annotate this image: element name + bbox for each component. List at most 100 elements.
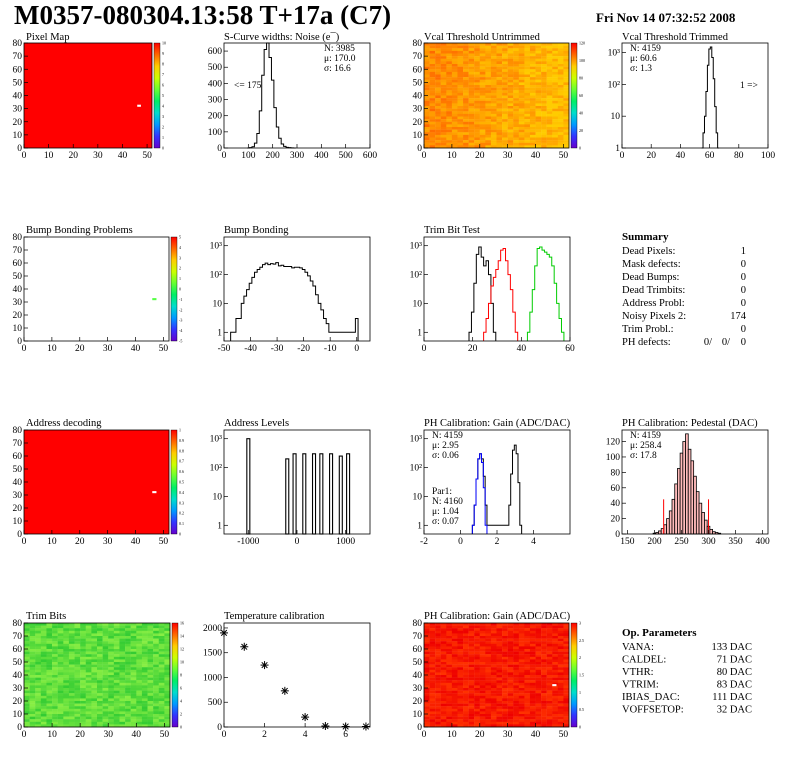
x-tick-label: -1000 [237, 537, 259, 547]
histogram-bar [658, 530, 662, 535]
stats-sigma: σ: 17.8 [630, 451, 657, 461]
colorbar-label: 0.8 [179, 448, 184, 453]
histogram-bar [693, 475, 697, 535]
ph-gain-chart: PH Calibration: Gain (ADC/DAC) -2 0 2 4 1 10 10… [410, 418, 571, 547]
y-tick-label: 30 [413, 684, 423, 694]
y-tick-label: 30 [13, 298, 23, 308]
colorbar-label: 1 [579, 690, 581, 695]
x-tick-label: 40 [118, 151, 128, 161]
x-tick-label: 4 [531, 537, 536, 547]
colorbar-label: 0.6 [179, 469, 184, 474]
colorbar-label: 3 [579, 621, 581, 626]
colorbar-label: 0.5 [579, 707, 584, 712]
y-tick-label: 70 [413, 632, 423, 642]
y-tick-label: 1500 [203, 649, 222, 659]
x-tick-label: -50 [218, 344, 231, 354]
x-tick-label: 50 [160, 730, 170, 740]
heatmap-cells [424, 623, 570, 728]
histogram-bar [679, 452, 684, 535]
x-tick-label: 20 [75, 537, 85, 547]
x-tick-label: 500 [339, 151, 354, 161]
heatmap-cells [424, 43, 570, 149]
x-tick-label: 30 [103, 537, 113, 547]
x-tick-label: 50 [159, 537, 169, 547]
histogram-bar [668, 510, 673, 535]
colorbar-label: -5 [179, 339, 182, 344]
y-tick-label: 0 [217, 144, 222, 154]
y-tick-label: 40 [13, 92, 23, 102]
op-parameter-label: CALDEL: [622, 655, 666, 666]
data-point [321, 722, 330, 731]
page-title: M0357-080304.13:58 T+17a (C7) [14, 0, 392, 30]
colorbar [153, 42, 161, 149]
x-tick-label: 350 [728, 537, 743, 547]
op-parameter-value: 71 DAC [717, 655, 752, 666]
colorbar-label: 0.4 [179, 490, 184, 495]
y-tick-label: 10 [213, 492, 223, 502]
x-tick-label: 20 [646, 151, 656, 161]
x-tick-label: 10 [447, 730, 457, 740]
y-tick-label: 60 [13, 452, 23, 462]
histogram-series [471, 453, 488, 534]
y-tick-label: 20 [13, 697, 23, 707]
x-tick-label: 10 [47, 730, 57, 740]
x-tick-label: 20 [475, 730, 485, 740]
x-tick-label: 40 [131, 537, 141, 547]
colorbar [570, 622, 578, 728]
x-tick-label: 10 [47, 537, 57, 547]
plot-frame [621, 429, 769, 535]
stats-n: N: 4159 [630, 431, 661, 441]
colorbar-label: 2 [162, 125, 164, 130]
plot-frame [621, 42, 769, 149]
y-tick-label: 10 [13, 131, 23, 141]
y-tick-label: 10 [413, 492, 423, 502]
y-tick-label: 10³ [210, 242, 223, 252]
x-tick-label: 20 [75, 344, 85, 354]
colorbar-label: 8 [180, 673, 182, 678]
stats-mean: μ: 2.95 [432, 441, 459, 451]
histogram-bar [709, 528, 713, 535]
level-peak [346, 453, 351, 535]
colorbar-label: 100 [579, 58, 585, 63]
op-parameters-title: Op. Parameters [622, 627, 697, 639]
heatmap-fill [24, 237, 169, 341]
y-tick-label: 10 [13, 710, 23, 720]
level-peak [292, 453, 297, 535]
x-tick-label: 40 [131, 344, 141, 354]
heatmap-cells [24, 623, 171, 728]
colorbar-label: 0.1 [179, 521, 184, 526]
x-tick-label: 600 [363, 151, 378, 161]
colorbar-label: 0 [179, 287, 181, 292]
special-pixel [552, 684, 557, 687]
op-parameter-label: VTHR: [622, 667, 654, 678]
colorbar-label: 10 [180, 660, 184, 665]
colorbar-label: 0 [579, 146, 581, 151]
chart-title: Temperature calibration [224, 611, 325, 622]
histogram-series [230, 262, 359, 341]
x-tick-label: 50 [559, 151, 569, 161]
colorbar-label: 80 [579, 76, 583, 81]
heatmap-fill [24, 43, 152, 148]
chart-title: Bump Bonding Problems [26, 225, 133, 236]
x-tick-label: 30 [503, 151, 513, 161]
y-tick-label: 70 [13, 246, 23, 256]
y-tick-label: 10³ [608, 49, 621, 59]
ph-pedestal-chart: PH Calibration: Pedestal (DAC)150 200 250 3… [606, 418, 770, 547]
x-tick-label: 10 [47, 344, 57, 354]
y-tick-label: 40 [413, 671, 423, 681]
stats-n: N: 3985 [324, 44, 355, 54]
chart-title: S-Curve widths: Noise (e¯) [224, 32, 340, 43]
summary-title: Summary [622, 231, 669, 243]
plot-frame [223, 429, 371, 535]
y-tick-label: 70 [413, 52, 423, 62]
y-tick-label: 30 [13, 491, 23, 501]
special-pixel [137, 104, 141, 107]
fit-stats: μ: 1.04 [432, 507, 459, 517]
chart-title: Trim Bits [26, 611, 66, 622]
stats-sigma: σ: 1.3 [630, 64, 652, 74]
colorbar-label: 0.5 [179, 480, 184, 485]
y-tick-label: 10³ [210, 435, 223, 445]
y-tick-label: 100 [606, 453, 621, 463]
y-tick-label: 10 [413, 710, 423, 720]
